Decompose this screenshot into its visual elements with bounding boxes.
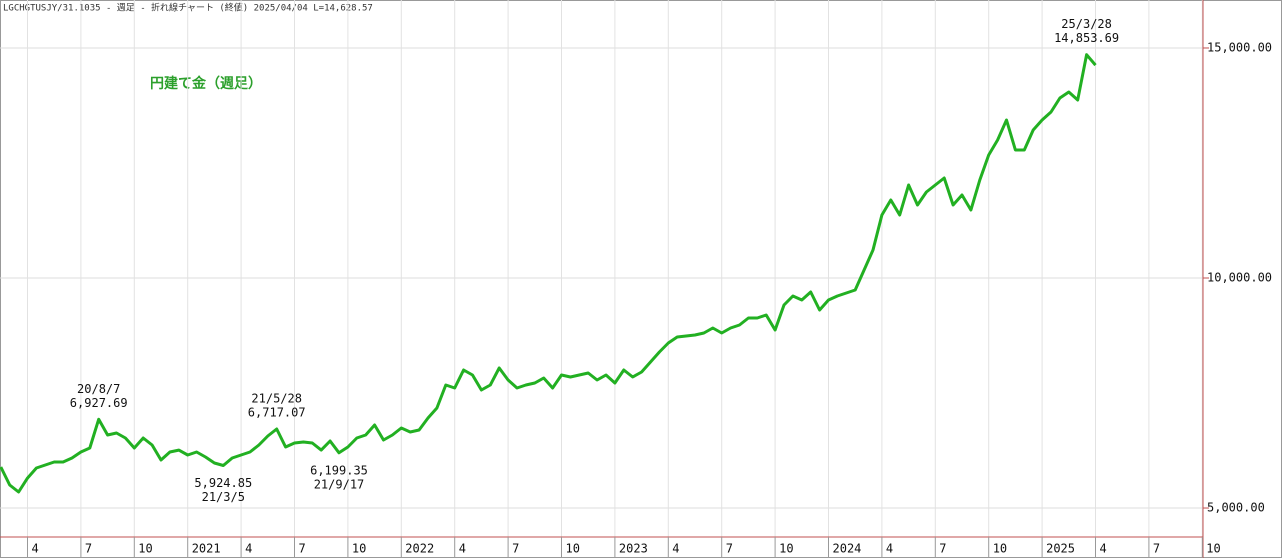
annotation-date: 25/3/28 [1061, 17, 1112, 31]
x-tick-label: 2022 [405, 542, 434, 556]
x-tick-label: 7 [726, 542, 733, 556]
x-tick-label: 4 [459, 542, 466, 556]
x-tick-label: 2024 [833, 542, 862, 556]
y-tick-label: 5,000.00 [1207, 501, 1265, 515]
x-tick-label: 7 [1153, 542, 1160, 556]
x-tick-label: 2023 [619, 542, 648, 556]
x-tick-label: 7 [85, 542, 92, 556]
annotation-value: 5,924.85 [194, 476, 252, 490]
x-tick-label: 10 [993, 542, 1007, 556]
y-tick-label: 15,000.00 [1207, 40, 1272, 54]
x-tick-label: 4 [886, 542, 893, 556]
x-tick-label: 7 [512, 542, 519, 556]
annotation-date: 21/5/28 [251, 392, 302, 406]
annotation-value: 6,927.69 [70, 396, 128, 410]
x-tick-label: 2025 [1046, 542, 1075, 556]
x-tick-label: 10 [1206, 542, 1220, 556]
x-tick-label: 4 [32, 542, 39, 556]
x-tick-label: 10 [352, 542, 366, 556]
x-tick-label: 10 [138, 542, 152, 556]
annotation-value: 6,199.35 [310, 463, 368, 477]
x-tick-label: 10 [779, 542, 793, 556]
y-tick-label: 10,000.00 [1207, 270, 1272, 284]
x-tick-label: 10 [566, 542, 580, 556]
price-line [0, 53, 1097, 494]
x-tick-label: 4 [245, 542, 252, 556]
x-tick-label: 4 [672, 542, 679, 556]
annotation-value: 14,853.69 [1054, 31, 1119, 45]
annotation-value: 6,717.07 [248, 406, 306, 420]
x-tick-label: 4 [1100, 542, 1107, 556]
x-tick-label: 7 [299, 542, 306, 556]
annotation-date: 21/9/17 [314, 477, 365, 491]
x-tick-label: 7 [939, 542, 946, 556]
x-tick-label: 2021 [192, 542, 221, 556]
annotation-date: 21/3/5 [202, 490, 245, 504]
annotation-date: 20/8/7 [77, 382, 120, 396]
chart-title: 円建て金（週足） [150, 75, 262, 92]
